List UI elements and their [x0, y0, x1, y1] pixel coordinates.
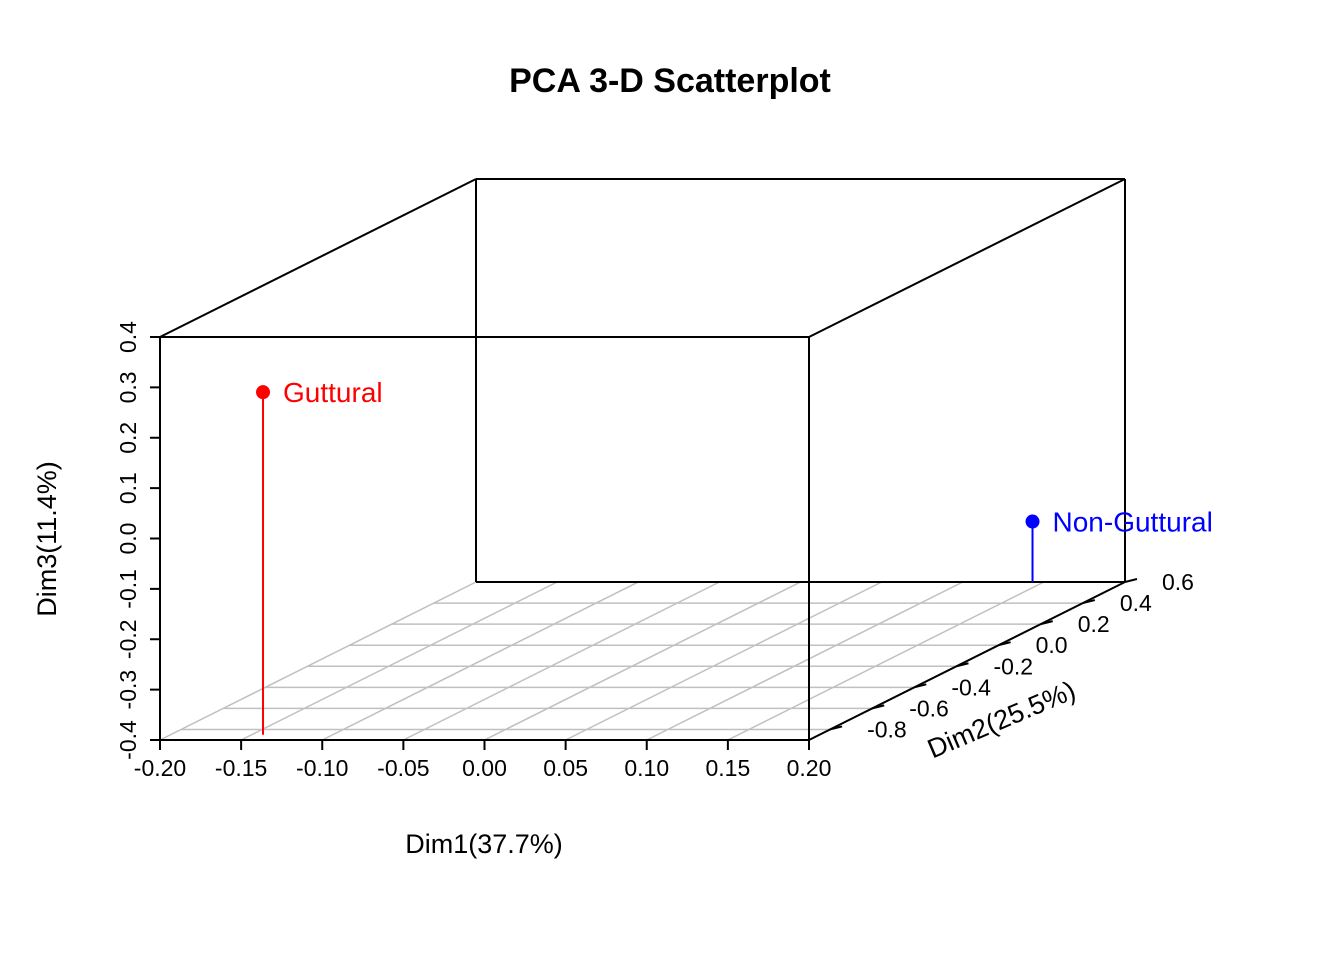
x-tick-label: 0.05: [543, 755, 588, 781]
x-axis-ticks: -0.20 -0.15 -0.10 -0.05 0.00 0.05 0.10 0.15 0.20: [134, 740, 832, 781]
grid-line-x: [565, 581, 882, 741]
y-tick-mark: [1040, 620, 1053, 626]
x-tick-label: -0.15: [215, 755, 267, 781]
grid-line-x: [321, 581, 639, 741]
z-tick-label: 0.3: [115, 371, 141, 403]
y-tick-mark: [956, 662, 969, 668]
y-tick-label: -0.2: [993, 653, 1033, 679]
x-axis-title: Dim1(37.7%): [405, 829, 563, 859]
y-tick-mark: [1082, 599, 1096, 605]
z-tick-label: -0.4: [115, 720, 141, 760]
z-axis-ticks: -0.4 -0.3 -0.2 -0.1 0.0 0.1 0.2 0.3 0.4: [115, 321, 160, 760]
x-tick-label: 0.10: [624, 755, 669, 781]
z-tick-label: 0.0: [115, 523, 141, 555]
x-tick-label: 0.20: [787, 755, 832, 781]
y-axis-ticks: -0.8-0.6-0.4-0.20.0 0.2 0.4 0.6: [829, 569, 1194, 742]
box-edge: [808, 178, 1126, 338]
y-tick-label: -0.6: [909, 695, 949, 721]
x-tick-label: 0.15: [705, 755, 750, 781]
grid-line-x: [727, 581, 1045, 741]
y-tick-mark: [914, 683, 927, 689]
data-points: Guttural Non-Guttural: [256, 377, 1213, 735]
grid-line-x: [240, 581, 558, 741]
y-tick-label: 0.6: [1162, 569, 1194, 595]
box-edge: [808, 581, 1126, 741]
data-point: [256, 385, 271, 400]
y-tick-mark: [998, 641, 1011, 647]
y-tick-label: 0.2: [1078, 611, 1110, 637]
z-tick-label: -0.3: [115, 670, 141, 710]
y-tick-label: 0.4: [1120, 590, 1152, 616]
grid-line-x: [159, 581, 477, 741]
grid-line-x: [403, 581, 720, 741]
z-tick-label: -0.2: [115, 619, 141, 659]
data-point: [1025, 514, 1040, 529]
x-tick-label: -0.20: [134, 755, 186, 781]
z-tick-label: 0.1: [115, 472, 141, 504]
y-tick-mark: [1124, 578, 1138, 583]
x-tick-label: -0.10: [296, 755, 348, 781]
y-tick-label: 0.0: [1036, 632, 1068, 658]
x-tick-label: -0.05: [377, 755, 429, 781]
data-point-label: Guttural: [283, 377, 383, 408]
z-tick-label: 0.4: [115, 321, 141, 353]
bounding-box: [159, 178, 1126, 741]
chart-title: PCA 3-D Scatterplot: [509, 62, 831, 100]
z-tick-label: 0.2: [115, 422, 141, 454]
grid-line-x: [484, 581, 801, 741]
grid-line-x: [646, 581, 964, 741]
box-edge: [159, 178, 477, 338]
z-axis-title: Dim3(11.4%): [32, 461, 62, 617]
data-point-label: Non-Guttural: [1053, 507, 1213, 538]
y-tick-mark: [829, 725, 843, 731]
y-tick-label: -0.4: [951, 674, 991, 700]
z-tick-label: -0.1: [115, 569, 141, 609]
x-tick-label: 0.00: [462, 755, 507, 781]
y-tick-label: -0.8: [867, 716, 907, 742]
y-tick-mark: [871, 704, 885, 710]
